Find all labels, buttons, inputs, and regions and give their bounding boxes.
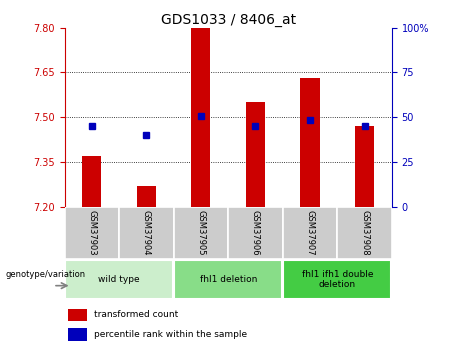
Bar bbox=[191, 28, 211, 207]
Bar bbox=[82, 156, 101, 207]
Bar bbox=[68, 308, 87, 321]
Text: GSM37906: GSM37906 bbox=[251, 209, 260, 255]
FancyBboxPatch shape bbox=[174, 259, 282, 299]
Bar bbox=[301, 78, 319, 207]
FancyBboxPatch shape bbox=[284, 259, 391, 299]
Text: fhl1 ifh1 double
deletion: fhl1 ifh1 double deletion bbox=[301, 270, 373, 289]
Text: genotype/variation: genotype/variation bbox=[6, 270, 86, 279]
Bar bbox=[355, 126, 374, 207]
FancyBboxPatch shape bbox=[337, 207, 392, 259]
Text: GSM37904: GSM37904 bbox=[142, 209, 151, 255]
Bar bbox=[246, 102, 265, 207]
Text: GSM37905: GSM37905 bbox=[196, 209, 206, 255]
FancyBboxPatch shape bbox=[65, 259, 173, 299]
Text: GSM37907: GSM37907 bbox=[306, 209, 314, 255]
FancyBboxPatch shape bbox=[283, 207, 337, 259]
Text: transformed count: transformed count bbox=[94, 310, 178, 319]
FancyBboxPatch shape bbox=[228, 207, 283, 259]
Text: percentile rank within the sample: percentile rank within the sample bbox=[94, 330, 247, 339]
Title: GDS1033 / 8406_at: GDS1033 / 8406_at bbox=[160, 12, 296, 27]
FancyBboxPatch shape bbox=[65, 207, 119, 259]
Bar bbox=[68, 328, 87, 341]
FancyBboxPatch shape bbox=[174, 207, 228, 259]
Text: wild type: wild type bbox=[98, 275, 140, 284]
FancyBboxPatch shape bbox=[119, 207, 174, 259]
Text: GSM37908: GSM37908 bbox=[360, 209, 369, 255]
Text: fhl1 deletion: fhl1 deletion bbox=[200, 275, 257, 284]
Text: GSM37903: GSM37903 bbox=[87, 209, 96, 255]
Bar bbox=[137, 186, 156, 207]
